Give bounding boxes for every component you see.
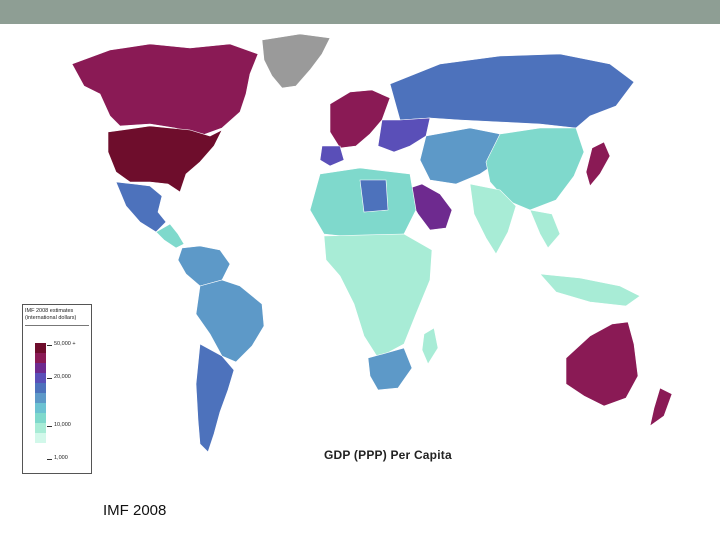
region-australia (565, 321, 639, 407)
map-legend: IMF 2008 estimates (international dollar… (22, 304, 92, 474)
legend-divider (25, 325, 89, 326)
legend-swatch (35, 393, 46, 403)
legend-label-10000: 10,000 (54, 422, 71, 428)
region-se-asia (529, 209, 561, 249)
map-title: GDP (PPP) Per Capita (324, 448, 452, 462)
legend-swatch (35, 363, 46, 373)
region-libya (359, 179, 389, 213)
region-china (485, 127, 585, 211)
legend-tick (47, 426, 52, 427)
legend-title: IMF 2008 estimates (international dollar… (25, 308, 89, 322)
region-india (469, 183, 517, 255)
legend-label-50000: 50,000 + (54, 341, 76, 347)
region-usa (107, 125, 223, 193)
legend-label-20000: 20,000 (54, 374, 71, 380)
legend-label-1000: 1,000 (54, 455, 68, 461)
region-europe-west (329, 89, 391, 149)
region-central-asia (419, 127, 505, 185)
legend-swatch (35, 423, 46, 433)
world-map-svg (71, 33, 673, 453)
region-indonesia (539, 273, 641, 307)
slide-caption: IMF 2008 (103, 502, 167, 519)
legend-swatch (35, 383, 46, 393)
legend-title-line1: IMF 2008 estimates (25, 308, 74, 314)
world-map: IMF 2008 estimates (international dollar… (0, 24, 720, 474)
legend-swatch (35, 433, 46, 443)
legend-tick (47, 378, 52, 379)
top-bar (0, 0, 720, 24)
region-canada (71, 43, 259, 137)
legend-tick (47, 345, 52, 346)
region-middle-east (403, 183, 453, 231)
legend-swatch (35, 343, 46, 353)
region-madagascar (421, 327, 439, 365)
legend-swatch (35, 413, 46, 423)
region-south-africa (367, 347, 413, 391)
legend-swatch (35, 403, 46, 413)
legend-title-line2: (international dollars) (25, 315, 77, 321)
region-central-america (155, 223, 185, 249)
region-new-zealand (649, 387, 673, 427)
region-iberia (319, 145, 345, 167)
region-russia (389, 53, 635, 129)
region-japan (585, 141, 611, 187)
region-mexico (115, 181, 167, 233)
legend-tick (47, 459, 52, 460)
region-greenland (261, 33, 331, 89)
legend-swatches (35, 343, 46, 443)
legend-swatch (35, 373, 46, 383)
region-africa-central (323, 233, 433, 359)
region-europe-east (377, 117, 431, 153)
region-argentina (195, 343, 235, 453)
region-brazil (195, 279, 265, 363)
legend-swatch (35, 353, 46, 363)
